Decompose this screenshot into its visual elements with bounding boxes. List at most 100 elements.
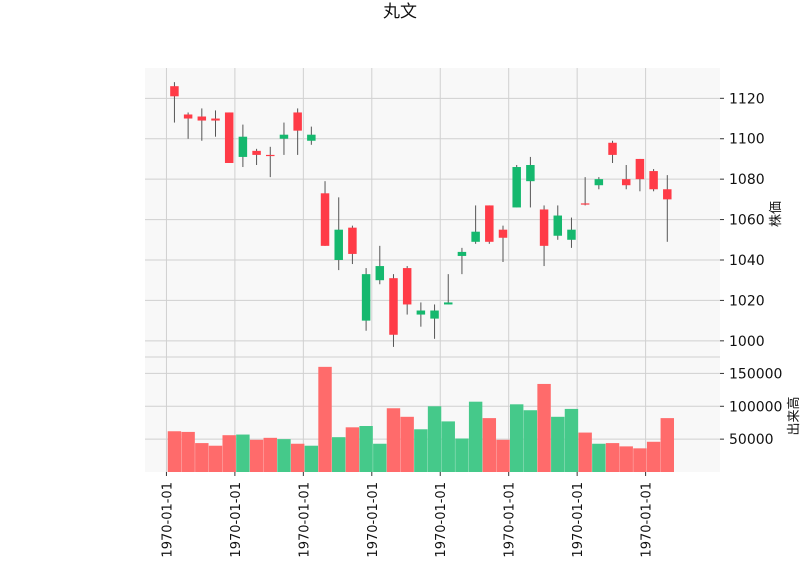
- candle-body: [663, 189, 672, 200]
- candle-body: [183, 114, 193, 119]
- price-tick-label: 1120: [729, 91, 765, 107]
- volume-bar: [646, 441, 661, 472]
- volume-bar: [468, 401, 483, 472]
- candle-body: [348, 227, 357, 254]
- volume-bar: [496, 439, 510, 472]
- candle-body: [608, 142, 617, 155]
- volume-bar: [195, 443, 209, 472]
- x-tick-label: 1970-01-01: [571, 482, 586, 558]
- volume-bar: [592, 443, 606, 472]
- axis-labels: 1000 1020 1040 1060 1080 1100 1120 50000 100000 1…: [160, 91, 782, 557]
- volume-bar: [605, 443, 620, 472]
- volume-bar: [318, 366, 332, 472]
- volume-bar: [564, 408, 579, 472]
- volume-bar: [167, 431, 182, 472]
- price-tick-label: 1080: [729, 172, 765, 188]
- volume-bar: [304, 445, 319, 472]
- volume-bar: [441, 421, 455, 472]
- candle-body: [224, 112, 234, 163]
- x-tick-label: 1970-01-01: [434, 482, 449, 558]
- volume-bar: [373, 443, 387, 472]
- volume-bar: [400, 416, 414, 472]
- candle-body: [293, 112, 302, 131]
- candle-body: [471, 231, 480, 242]
- volume-bar: [208, 445, 223, 472]
- x-tick-label: 1970-01-01: [297, 482, 312, 558]
- volume-bar: [551, 416, 565, 472]
- volume-tick-label: 150000: [729, 366, 782, 382]
- candle-body: [457, 251, 467, 256]
- volume-bar: [222, 435, 236, 472]
- candle-body: [252, 150, 261, 155]
- candle-body: [485, 205, 494, 242]
- x-tick-label: 1970-01-01: [640, 482, 655, 558]
- candle-body: [580, 203, 590, 205]
- candle-body: [594, 179, 604, 186]
- volume-bar: [633, 448, 647, 472]
- candle-body: [170, 86, 179, 97]
- volume-bar: [455, 438, 469, 472]
- volume-bar: [414, 429, 428, 472]
- candle-body: [621, 179, 631, 186]
- candle-body: [567, 229, 576, 240]
- candle-body: [238, 136, 248, 157]
- volume-bar: [263, 437, 277, 472]
- candle-body: [526, 165, 535, 182]
- volume-bar: [537, 383, 551, 472]
- candle-body: [375, 266, 385, 281]
- candle-body: [279, 134, 289, 139]
- candle-body: [649, 171, 658, 190]
- candle-body: [553, 215, 563, 236]
- price-tick-label: 1040: [729, 253, 765, 269]
- x-tick-label: 1970-01-01: [503, 482, 518, 558]
- candle-body: [307, 134, 316, 141]
- candle-body: [512, 167, 521, 208]
- price-tick-label: 1000: [729, 334, 765, 350]
- price-tick-label: 1060: [729, 213, 765, 229]
- volume-bar: [332, 437, 346, 472]
- price-tick-label: 1020: [729, 293, 765, 309]
- candle-body: [197, 116, 207, 121]
- volume-bar: [386, 408, 401, 472]
- volume-bar: [523, 410, 538, 472]
- volume-bar: [290, 443, 305, 472]
- volume-bar: [249, 439, 264, 472]
- volume-tick-label: 50000: [729, 432, 774, 448]
- candles: [170, 82, 672, 347]
- volume-bar: [181, 431, 195, 472]
- volume-bar: [236, 434, 250, 472]
- volume-tick-label: 100000: [729, 399, 782, 415]
- volume-axis-label: 出来高: [786, 396, 800, 435]
- volume-bar: [427, 406, 442, 472]
- volume-bar: [578, 432, 592, 472]
- candle-body: [361, 274, 371, 321]
- volume-bar: [359, 426, 373, 472]
- candle-body: [389, 278, 398, 335]
- volume-bar: [660, 418, 674, 472]
- volume-bar: [345, 427, 360, 472]
- volume-bar: [277, 439, 291, 472]
- candle-body: [539, 209, 549, 246]
- candle-body: [402, 268, 412, 305]
- grid-lines: [145, 68, 720, 472]
- candle-body: [416, 310, 426, 315]
- volume-bar: [619, 446, 633, 472]
- x-tick-label: 1970-01-01: [229, 482, 244, 558]
- candle-body: [498, 229, 508, 238]
- x-tick-label: 1970-01-01: [160, 482, 175, 558]
- candle-body: [334, 229, 343, 260]
- x-tick-label: 1970-01-01: [366, 482, 381, 558]
- candle-body: [320, 193, 330, 246]
- chart-title: 丸文: [383, 2, 417, 22]
- price-axis-label: 株価: [769, 201, 784, 227]
- candle-body: [266, 154, 275, 157]
- price-panel-background: [145, 68, 720, 357]
- price-tick-label: 1100: [729, 132, 765, 148]
- volume-bar: [482, 418, 497, 472]
- candle-body: [635, 158, 645, 180]
- candle-body: [211, 118, 220, 121]
- volume-bar: [509, 404, 524, 472]
- candle-body: [444, 302, 453, 305]
